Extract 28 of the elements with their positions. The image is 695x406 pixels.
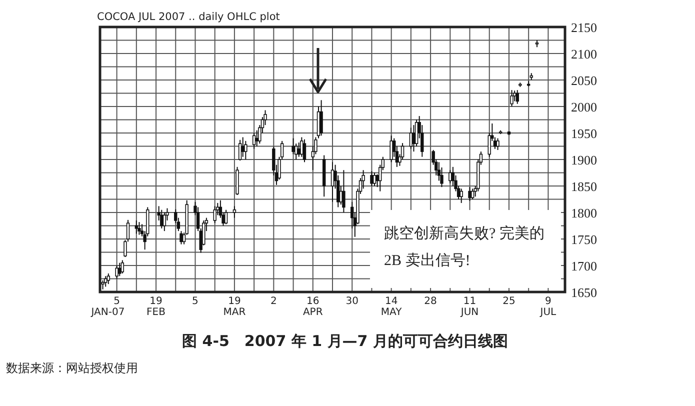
x-tick-label: 11 JUN: [460, 296, 479, 318]
x-tick-label: 14 MAY: [380, 296, 403, 318]
x-tick-label: 5: [192, 296, 198, 307]
y-tick-label: 1750: [571, 232, 597, 247]
x-tick-label: 9 JUL: [539, 296, 557, 318]
y-tick-label: 1650: [571, 285, 597, 300]
y-tick-label: 2150: [571, 20, 597, 35]
x-tick-label: 5: [114, 296, 120, 307]
y-tick-label: 1800: [571, 206, 597, 220]
x-tick-label: 19 FEB: [146, 296, 166, 318]
y-tick-label: 1900: [571, 152, 597, 168]
x-tick-label: 2: [270, 296, 277, 307]
y-tick-label: 1950: [571, 126, 597, 141]
y-tick-label: 2050: [571, 73, 597, 88]
x-tick-label: 28: [424, 296, 437, 307]
y-tick-label: 2000: [571, 100, 597, 114]
x-tick-label: 30: [346, 296, 358, 307]
y-tick-label: 1850: [571, 179, 597, 194]
y-tick-label: 1700: [571, 258, 597, 274]
x-tick-label: 16 APR: [302, 296, 323, 318]
text: JAN-07: [90, 307, 125, 318]
source-note: 数据来源：网站授权使用: [6, 361, 138, 375]
chart-title: COCOA JUL 2007 .. daily OHLC plot: [97, 11, 280, 23]
x-tick-label: 19 MAR: [223, 296, 246, 318]
y-tick-label: 2100: [571, 46, 597, 62]
annotation: 跳空创新高失败? 完美的 2B 卖出信号!: [384, 225, 548, 269]
caption: 图 4-5 2007 年 1 月—7 月的可可合约日线图: [182, 332, 508, 350]
x-tick-label: 25: [502, 296, 516, 307]
